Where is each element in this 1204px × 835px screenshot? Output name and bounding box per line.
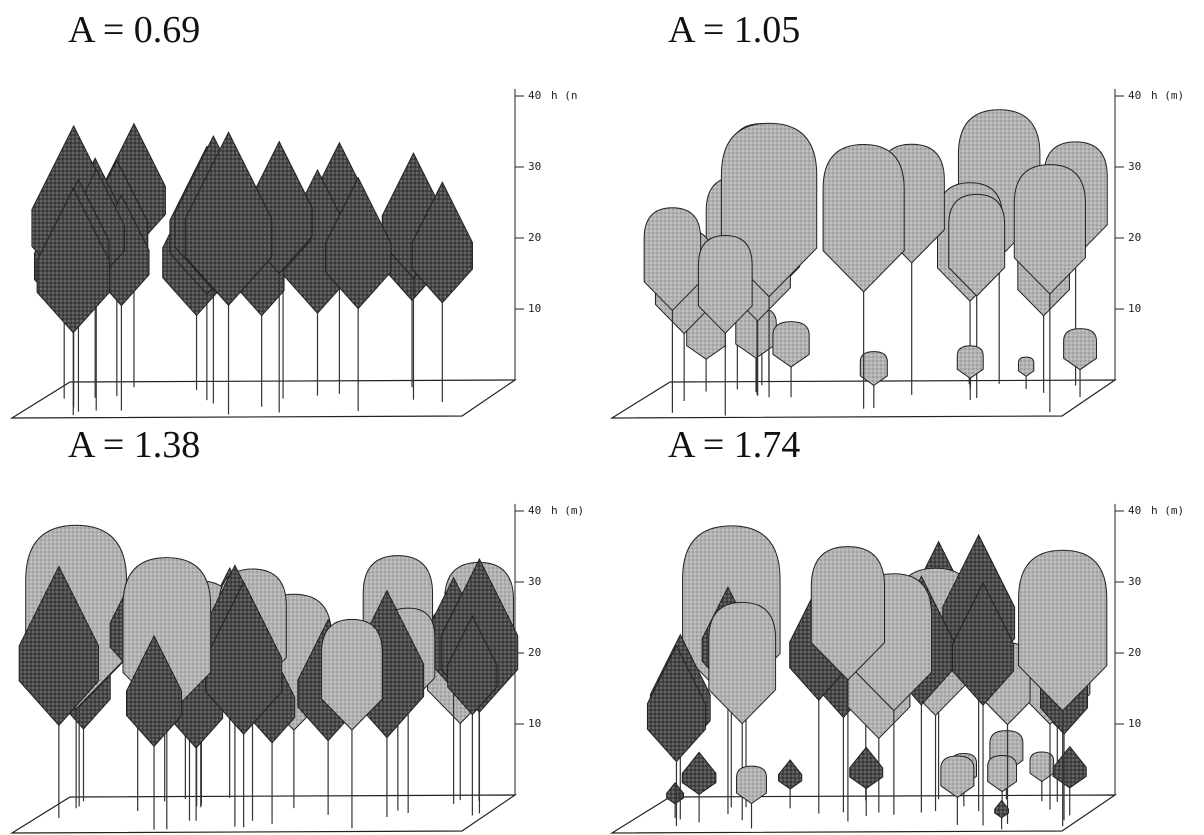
- axis-label: h (m): [1151, 504, 1184, 517]
- panel: A = 1.38 10 20 30 40 h (m): [12, 424, 584, 833]
- tick-label: 30: [1128, 575, 1141, 588]
- tick-label: 30: [528, 575, 541, 588]
- tick-label: 30: [1128, 160, 1141, 173]
- panel-title: A = 1.05: [668, 9, 800, 51]
- tick-label: 10: [528, 302, 541, 315]
- broadleaf-crown: [709, 602, 776, 723]
- tick-label: 40: [528, 504, 541, 517]
- page: {"panels": [ {"title": "A = 0.69", "tick…: [0, 0, 1204, 835]
- tick-label: 10: [528, 717, 541, 730]
- axis-label: h (m): [1151, 89, 1184, 102]
- axis-label: h (m): [551, 504, 584, 517]
- conifer-crown: [779, 760, 802, 789]
- conifer-crown: [995, 800, 1009, 817]
- panel: A = 1.05 10 20 30 40 h (m): [612, 9, 1184, 418]
- tick-label: 30: [528, 160, 541, 173]
- panel: A = 0.69 10 20 30 40 h (n: [12, 9, 578, 418]
- panel: A = 1.74 10 20 30 40 h (m): [612, 424, 1184, 833]
- tick-label: 20: [528, 231, 541, 244]
- panel-title: A = 1.74: [668, 424, 800, 466]
- tick-label: 40: [1128, 89, 1141, 102]
- broadleaf-crown: [860, 352, 887, 386]
- conifer-crown: [667, 783, 684, 804]
- ground-plane: [12, 795, 515, 833]
- figure: A = 0.69 10 20 30 40 h (n A = 1.05 10 20 30 40 h (m…: [0, 0, 1204, 835]
- broadleaf-crown: [773, 322, 809, 367]
- axis-label: h (n: [551, 89, 578, 102]
- tick-label: 20: [528, 646, 541, 659]
- tick-label: 10: [1128, 717, 1141, 730]
- conifer-crown: [1053, 747, 1086, 788]
- broadleaf-crown: [957, 346, 983, 378]
- broadleaf-crown: [823, 144, 904, 291]
- broadleaf-crown: [988, 755, 1017, 791]
- broadleaf-crown: [1018, 357, 1033, 376]
- broadleaf-crown: [1064, 329, 1097, 370]
- broadleaf-crown: [941, 756, 974, 797]
- tick-label: 10: [1128, 302, 1141, 315]
- tick-label: 20: [1128, 646, 1141, 659]
- broadleaf-crown: [737, 766, 767, 803]
- panel-title: A = 0.69: [68, 9, 200, 51]
- conifer-crown: [682, 752, 716, 794]
- panel-title: A = 1.38: [68, 424, 200, 466]
- tick-label: 40: [528, 89, 541, 102]
- ground-plane: [12, 380, 515, 418]
- ground-plane: [612, 795, 1115, 833]
- conifer-crown: [850, 747, 883, 788]
- tick-label: 40: [1128, 504, 1141, 517]
- tick-label: 20: [1128, 231, 1141, 244]
